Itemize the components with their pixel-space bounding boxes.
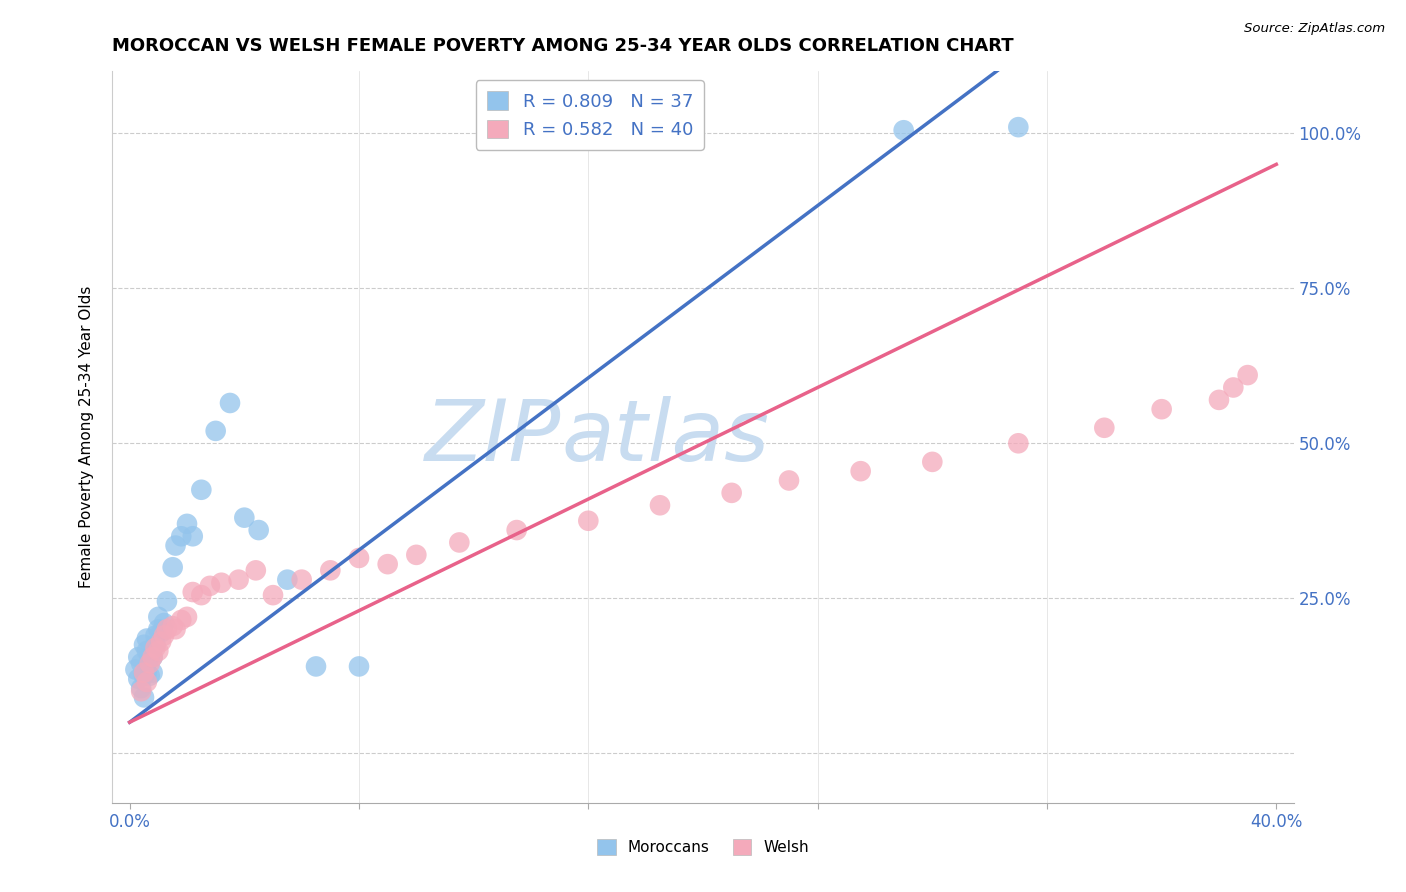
- Point: [1007, 120, 1029, 135]
- Point: [127, 650, 149, 665]
- Point: [132, 669, 155, 683]
- Point: [921, 455, 943, 469]
- Text: atlas: atlas: [561, 395, 769, 479]
- Point: [127, 672, 149, 686]
- Point: [165, 622, 187, 636]
- Point: [124, 663, 146, 677]
- Point: [1236, 368, 1258, 383]
- Point: [576, 514, 599, 528]
- Point: [181, 529, 204, 543]
- Point: [153, 615, 176, 630]
- Point: [198, 579, 221, 593]
- Point: [228, 573, 250, 587]
- Point: [156, 594, 179, 608]
- Text: MOROCCAN VS WELSH FEMALE POVERTY AMONG 25-34 YEAR OLDS CORRELATION CHART: MOROCCAN VS WELSH FEMALE POVERTY AMONG 2…: [112, 37, 1014, 54]
- Point: [233, 510, 256, 524]
- Point: [181, 585, 204, 599]
- Point: [449, 535, 471, 549]
- Point: [150, 634, 173, 648]
- Point: [219, 396, 242, 410]
- Point: [142, 650, 165, 665]
- Point: [347, 551, 370, 566]
- Point: [129, 681, 152, 695]
- Point: [1150, 402, 1173, 417]
- Point: [176, 610, 198, 624]
- Point: [245, 563, 267, 577]
- Point: [1208, 392, 1230, 407]
- Point: [720, 486, 742, 500]
- Point: [148, 622, 170, 636]
- Point: [135, 644, 157, 658]
- Point: [129, 657, 152, 671]
- Point: [276, 573, 298, 587]
- Point: [135, 674, 157, 689]
- Point: [139, 657, 162, 671]
- Point: [1222, 380, 1244, 394]
- Point: [145, 628, 167, 642]
- Point: [153, 628, 176, 642]
- Point: [132, 690, 155, 705]
- Point: [247, 523, 270, 537]
- Point: [1092, 421, 1115, 435]
- Point: [209, 575, 232, 590]
- Point: [849, 464, 872, 478]
- Point: [505, 523, 527, 537]
- Point: [142, 650, 165, 665]
- Point: [305, 659, 328, 673]
- Point: [145, 638, 167, 652]
- Point: [262, 588, 284, 602]
- Point: [162, 619, 184, 633]
- Point: [176, 516, 198, 531]
- Point: [150, 625, 173, 640]
- Point: [139, 650, 162, 665]
- Point: [319, 563, 342, 577]
- Point: [162, 560, 184, 574]
- Point: [778, 474, 800, 488]
- Text: Source: ZipAtlas.com: Source: ZipAtlas.com: [1244, 22, 1385, 36]
- Point: [648, 498, 671, 512]
- Point: [156, 622, 179, 636]
- Point: [132, 665, 155, 680]
- Point: [135, 632, 157, 646]
- Point: [142, 665, 165, 680]
- Point: [377, 557, 399, 571]
- Point: [190, 588, 212, 602]
- Point: [135, 665, 157, 680]
- Point: [165, 539, 187, 553]
- Point: [148, 644, 170, 658]
- Point: [405, 548, 427, 562]
- Point: [190, 483, 212, 497]
- Point: [148, 610, 170, 624]
- Point: [129, 684, 152, 698]
- Point: [1007, 436, 1029, 450]
- Point: [893, 123, 915, 137]
- Text: ZIP: ZIP: [425, 395, 561, 479]
- Point: [170, 613, 193, 627]
- Point: [132, 638, 155, 652]
- Point: [145, 640, 167, 655]
- Point: [170, 529, 193, 543]
- Point: [347, 659, 370, 673]
- Point: [139, 669, 162, 683]
- Y-axis label: Female Poverty Among 25-34 Year Olds: Female Poverty Among 25-34 Year Olds: [79, 286, 94, 588]
- Point: [291, 573, 314, 587]
- Point: [204, 424, 226, 438]
- Legend: Moroccans, Welsh: Moroccans, Welsh: [591, 833, 815, 861]
